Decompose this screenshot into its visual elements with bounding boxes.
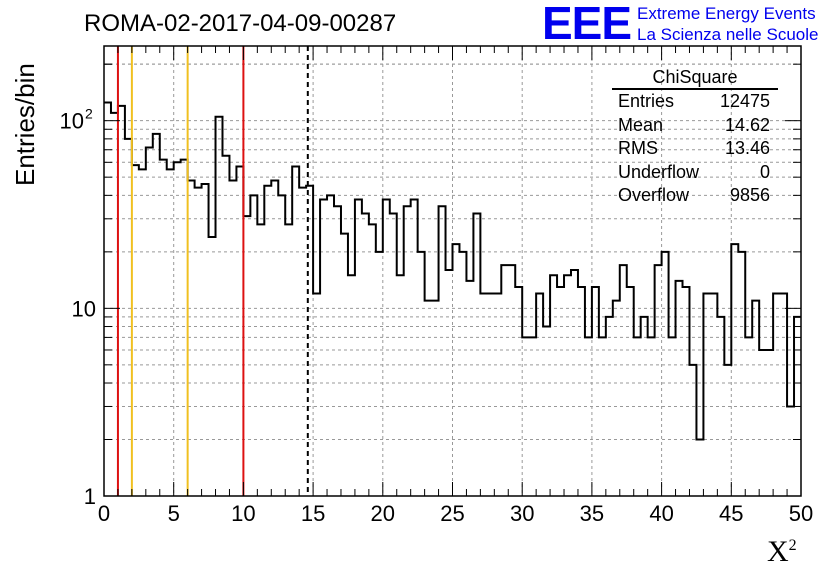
histogram-series [104, 101, 801, 441]
x-tick-label: 15 [301, 501, 325, 526]
y-tick-label: 1 [84, 484, 96, 509]
stats-row-entries: Entries 12475 [612, 90, 778, 114]
y-tick-label-exponent: 2 [85, 106, 93, 122]
x-tick-label: 45 [719, 501, 743, 526]
x-tick-label: 30 [510, 501, 534, 526]
x-axis-label-base: X [767, 535, 789, 568]
x-axis-label-sup: 2 [788, 537, 797, 554]
stats-row-underflow: Underflow 0 [612, 161, 778, 185]
stats-row-mean: Mean 14.62 [612, 114, 778, 138]
y-tick-label: 10 [72, 296, 96, 321]
chart-title: ROMA-02-2017-04-09-00287 [84, 10, 397, 37]
stats-key: RMS [618, 138, 658, 158]
x-tick-label: 5 [168, 501, 180, 526]
stats-key: Overflow [618, 185, 690, 205]
stats-row-overflow: Overflow 9856 [612, 184, 778, 208]
stats-value: 9856 [729, 185, 770, 205]
stats-box: ChiSquare Entries 12475 Mean 14.62 RMS 1… [612, 66, 778, 208]
x-axis-label: X2 [767, 535, 797, 569]
x-tick-label: 25 [440, 501, 464, 526]
eee-logo: EEE [542, 0, 632, 49]
y-axis-label: Entries/bin [10, 63, 40, 186]
y-tick-label: 10 [60, 109, 84, 134]
stats-value: 12475 [719, 91, 770, 111]
stats-title: ChiSquare [612, 66, 778, 90]
stats-value: 13.46 [724, 138, 770, 158]
stats-value: 0 [759, 161, 770, 182]
x-tick-label: 10 [231, 501, 255, 526]
x-tick-label: 0 [98, 501, 110, 526]
stats-key: Underflow [618, 161, 700, 182]
logo-line-1: Extreme Energy Events [637, 4, 816, 23]
logo-line-2: La Scienza nelle Scuole [637, 25, 819, 44]
stats-value: 14.62 [724, 114, 770, 135]
x-tick-label: 20 [371, 501, 395, 526]
stats-key: Entries [618, 91, 675, 111]
stats-key: Mean [618, 114, 664, 135]
x-tick-label: 50 [789, 501, 813, 526]
stats-row-rms: RMS 13.46 [612, 137, 778, 161]
x-tick-label: 35 [580, 501, 604, 526]
x-tick-label: 40 [649, 501, 673, 526]
